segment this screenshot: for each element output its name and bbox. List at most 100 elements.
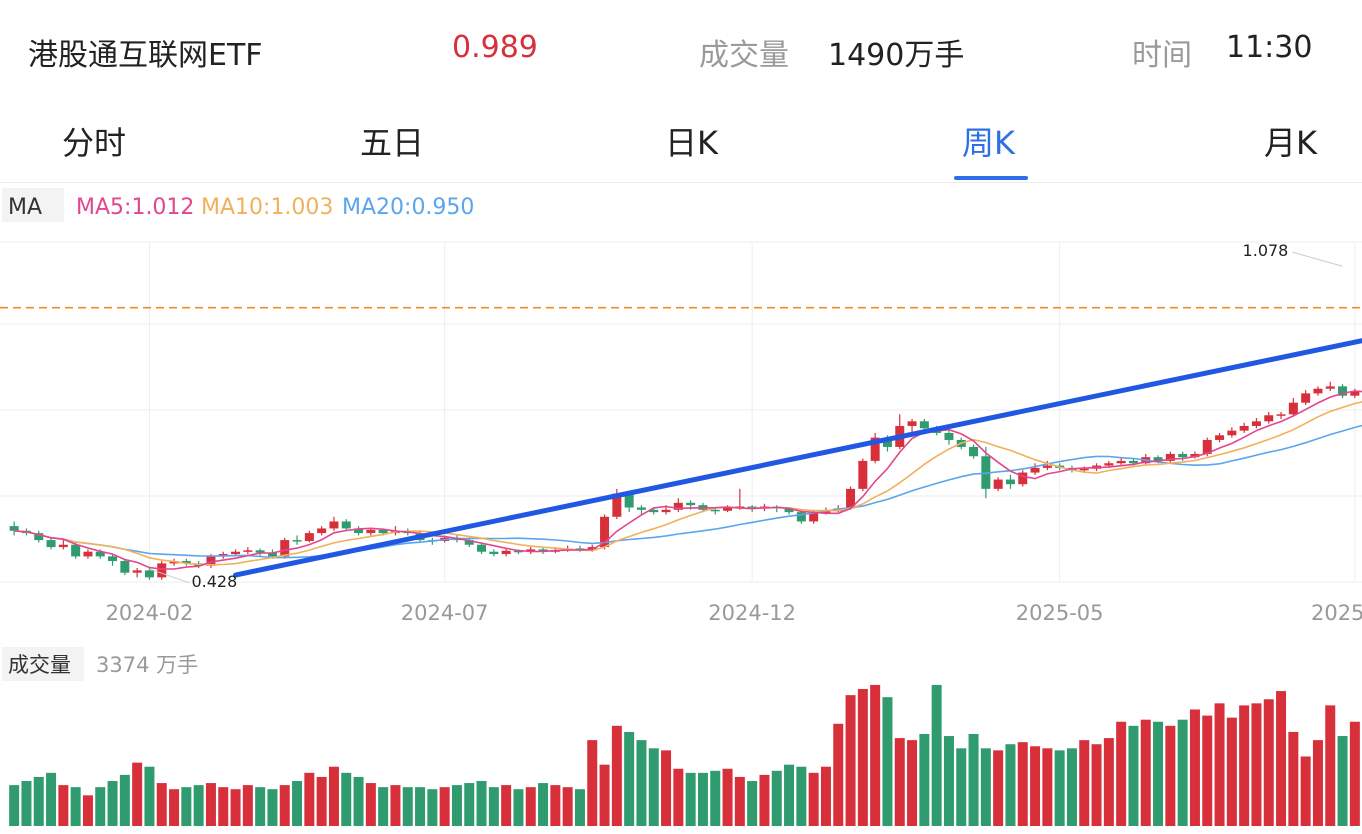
volume-bar — [525, 787, 536, 826]
volume-bar — [968, 734, 979, 826]
volume-bar — [956, 748, 967, 826]
volume-bar — [70, 787, 81, 826]
volume-bar — [931, 684, 942, 826]
tab-daily-k[interactable]: 日K — [665, 124, 718, 162]
volume-bar — [1325, 705, 1336, 826]
volume-bar — [734, 776, 745, 826]
volume-bar — [292, 781, 303, 826]
candle-body — [329, 521, 339, 529]
volume-bar — [390, 785, 401, 826]
volume-bar — [1116, 721, 1127, 826]
volume-bar — [1091, 744, 1102, 826]
volume-bar — [894, 738, 905, 826]
x-tick-label: 2024-12 — [708, 601, 796, 625]
tab-intraday[interactable]: 分时 — [62, 124, 127, 162]
volume-bar — [119, 774, 130, 826]
volume-bar — [316, 776, 327, 826]
ma5-legend: MA5:1.012 — [76, 195, 194, 220]
volume-bar — [58, 785, 69, 826]
kline-chart[interactable]: MA MA5:1.012 MA10:1.003 MA20:0.950 1.078… — [0, 184, 1362, 834]
candle-body — [95, 551, 105, 557]
candle-body — [858, 460, 868, 489]
fund-name: 港股通互联网ETF — [28, 38, 263, 73]
tab-weekly-k[interactable]: 周K — [962, 124, 1015, 162]
volume-bar — [685, 772, 696, 826]
x-axis-ticks: 2024-02 2024-07 2024-12 2025-05 2025-10 — [106, 601, 1362, 625]
volume-bar — [980, 748, 991, 826]
candle-body — [1239, 425, 1249, 431]
candle-body — [46, 540, 56, 548]
volume-bar — [943, 736, 954, 826]
candle-body — [354, 528, 364, 534]
current-price: 0.989 — [452, 30, 538, 65]
volume-bars — [9, 684, 1360, 826]
candle-body — [1190, 453, 1200, 458]
volume-bar — [144, 766, 155, 826]
volume-bar — [1103, 738, 1114, 826]
volume-bar — [378, 787, 389, 826]
candle-body — [1165, 453, 1175, 461]
candle-body — [1116, 460, 1126, 464]
volume-bar — [661, 750, 672, 826]
volume-bar — [907, 740, 918, 826]
ma20-line — [14, 424, 1362, 559]
volume-bar — [587, 740, 598, 826]
volume-bar — [267, 789, 278, 826]
volume-bar — [1337, 736, 1348, 826]
volume-bar — [1165, 725, 1176, 826]
volume-bar — [451, 785, 462, 826]
volume-bar — [845, 695, 856, 826]
candle-body — [1350, 391, 1360, 396]
volume-bar — [1042, 748, 1053, 826]
volume-bar — [82, 795, 93, 826]
volume-bar — [242, 785, 253, 826]
tab-monthly-k[interactable]: 月K — [1264, 124, 1317, 162]
volume-bar — [808, 772, 819, 826]
volume-bar — [624, 731, 635, 826]
volume-bar — [1189, 709, 1200, 826]
candle-body — [846, 488, 856, 509]
candle-body — [1227, 430, 1237, 436]
candle-body — [710, 509, 720, 512]
volume-bar — [9, 785, 20, 826]
volume-bar — [156, 783, 167, 826]
candle-body — [9, 526, 19, 531]
period-tabs: 分时 五日 日K 周K 月K — [0, 100, 1362, 183]
candle-body — [1264, 415, 1274, 422]
volume-bar — [95, 787, 106, 826]
candle-body — [341, 521, 351, 529]
ma10-legend: MA10:1.003 — [201, 195, 333, 220]
volume-bar — [550, 785, 561, 826]
volume-bar — [833, 723, 844, 826]
candle-body — [513, 550, 523, 553]
volume-bar — [1079, 740, 1090, 826]
x-tick-label: 2025-10 — [1311, 601, 1362, 625]
x-tick-label: 2025-05 — [1016, 601, 1104, 625]
candle-body — [157, 563, 167, 578]
candle-body — [304, 533, 314, 542]
volume-bar — [107, 781, 118, 826]
candle-body — [366, 529, 376, 534]
tab-five-day[interactable]: 五日 — [360, 124, 425, 162]
time-value: 11:30 — [1226, 30, 1313, 65]
annotation-leader — [1292, 251, 1343, 267]
candle-body — [944, 432, 954, 440]
volume-bar — [796, 766, 807, 826]
volume-bar — [1202, 715, 1213, 826]
candle-body — [1202, 439, 1212, 454]
annotation-leader — [149, 568, 190, 584]
volume-tag-bg — [2, 647, 84, 681]
volume-tag: 成交量 — [8, 653, 71, 677]
candle-body — [919, 421, 929, 429]
trend-line — [233, 338, 1362, 578]
volume-bar — [1054, 750, 1065, 826]
ma5-line — [14, 390, 1362, 570]
candle-body — [267, 552, 277, 557]
volume-bar — [230, 789, 241, 826]
candle-body — [612, 493, 622, 517]
trend-line-stroke — [233, 338, 1362, 578]
candle-body — [1276, 414, 1286, 416]
volume-bar — [870, 684, 881, 826]
candle-body — [907, 421, 917, 426]
ma20-legend: MA20:0.950 — [342, 195, 474, 220]
